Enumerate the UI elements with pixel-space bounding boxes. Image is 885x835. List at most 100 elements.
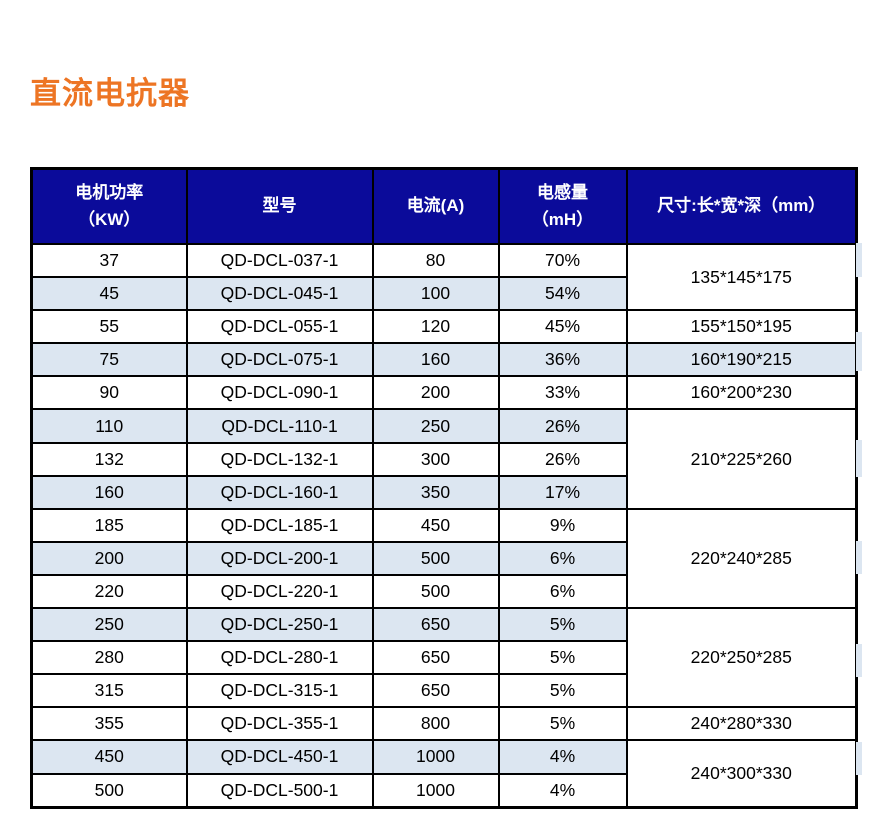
header-power-line1: 电机功率	[75, 183, 144, 203]
cell-power: 45	[30, 276, 188, 312]
cell-dimensions: 155*150*195	[625, 309, 858, 345]
cell-inductance: 5%	[497, 640, 628, 676]
cell-power: 37	[30, 242, 188, 279]
cell-power: 315	[30, 673, 188, 709]
cell-current: 1000	[371, 739, 500, 775]
cell-dimensions: 210*225*260	[625, 408, 858, 510]
table-row: 200 QD-DCL-200-1 500 6%	[30, 540, 857, 576]
stripe-artifact	[856, 644, 862, 677]
cell-inductance: 26%	[497, 441, 628, 477]
header-model: 型号	[185, 167, 374, 245]
cell-current: 350	[371, 474, 500, 510]
cell-dimensions: 220*240*285	[625, 507, 858, 610]
table-row: 500 QD-DCL-500-1 1000 4%	[30, 772, 857, 809]
cell-power: 220	[30, 573, 188, 610]
cell-current: 500	[371, 573, 500, 610]
table-row: 110 QD-DCL-110-1 250 26% 210*225*260	[30, 408, 858, 510]
cell-model: QD-DCL-450-1	[185, 739, 374, 775]
cell-current: 650	[371, 640, 500, 676]
cell-dimensions: 135*145*175	[625, 242, 858, 312]
table-row: 250 QD-DCL-250-1 650 5% 220*250*285	[30, 607, 858, 709]
cell-inductance: 45%	[497, 309, 628, 345]
cell-dimensions: 160*200*230	[625, 375, 858, 411]
table-body: 37 QD-DCL-037-1 80 70% 135*145*175 45 QD-DCL-0…	[30, 242, 858, 809]
cell-dimensions: 220*250*285	[625, 607, 858, 709]
cell-inductance: 36%	[497, 342, 628, 378]
cell-power: 132	[30, 441, 188, 477]
table-row: 185 QD-DCL-185-1 450 9% 220*240*285	[30, 507, 858, 610]
cell-model: QD-DCL-075-1	[185, 342, 374, 378]
table-row: 315 QD-DCL-315-1 650 5%	[30, 673, 857, 709]
cell-model: QD-DCL-045-1	[185, 276, 374, 312]
cell-power: 75	[30, 342, 188, 378]
cell-current: 1000	[371, 772, 500, 809]
cell-power: 90	[30, 375, 188, 411]
cell-model: QD-DCL-200-1	[185, 540, 374, 576]
cell-current: 300	[371, 441, 500, 477]
cell-power: 450	[30, 739, 188, 775]
cell-model: QD-DCL-037-1	[185, 242, 374, 279]
cell-current: 800	[371, 706, 500, 742]
cell-current: 160	[371, 342, 500, 378]
cell-model: QD-DCL-090-1	[185, 375, 374, 411]
header-power: 电机功率 （KW）	[30, 167, 188, 245]
cell-current: 80	[371, 242, 500, 279]
cell-inductance: 6%	[497, 540, 628, 576]
cell-current: 500	[371, 540, 500, 576]
cell-inductance: 54%	[497, 276, 628, 312]
cell-current: 200	[371, 375, 500, 411]
cell-inductance: 9%	[497, 507, 628, 543]
cell-inductance: 70%	[497, 242, 628, 279]
cell-inductance: 6%	[497, 573, 628, 610]
stripe-artifact	[856, 541, 862, 574]
cell-current: 450	[371, 507, 500, 543]
cell-power: 355	[30, 706, 188, 742]
cell-current: 650	[371, 673, 500, 709]
cell-current: 650	[371, 607, 500, 643]
cell-model: QD-DCL-315-1	[185, 673, 374, 709]
table-row: 355 QD-DCL-355-1 800 5% 240*280*330	[30, 706, 858, 742]
stripe-artifact	[856, 243, 862, 277]
table-row: 75 QD-DCL-075-1 160 36% 160*190*215	[30, 342, 858, 378]
cell-current: 250	[371, 408, 500, 444]
header-inductance-line2: （mH）	[531, 209, 594, 229]
dc-reactor-spec-table: 电机功率 （KW） 型号 电流(A) 电感量 （mH） 尺寸:长*宽*深（mm）…	[30, 167, 858, 809]
cell-dimensions: 240*300*330	[625, 739, 858, 809]
cell-inductance: 5%	[497, 706, 628, 742]
table-row: 55 QD-DCL-055-1 120 45% 155*150*195	[30, 309, 858, 345]
cell-power: 55	[30, 309, 188, 345]
cell-power: 160	[30, 474, 188, 510]
table-row: 220 QD-DCL-220-1 500 6%	[30, 573, 857, 610]
cell-power: 200	[30, 540, 188, 576]
cell-current: 100	[371, 276, 500, 312]
table-row: 132 QD-DCL-132-1 300 26%	[30, 441, 857, 477]
cell-model: QD-DCL-500-1	[185, 772, 374, 809]
cell-model: QD-DCL-132-1	[185, 441, 374, 477]
header-row: 电机功率 （KW） 型号 电流(A) 电感量 （mH） 尺寸:长*宽*深（mm）	[30, 167, 858, 245]
cell-power: 250	[30, 607, 188, 643]
cell-power: 500	[30, 772, 188, 809]
cell-dimensions: 240*280*330	[625, 706, 858, 742]
cell-power: 110	[30, 408, 188, 444]
stripe-artifact	[856, 440, 862, 477]
cell-model: QD-DCL-160-1	[185, 474, 374, 510]
cell-dimensions: 160*190*215	[625, 342, 858, 378]
cell-inductance: 5%	[497, 673, 628, 709]
table-header: 电机功率 （KW） 型号 电流(A) 电感量 （mH） 尺寸:长*宽*深（mm）	[30, 167, 858, 245]
cell-inductance: 4%	[497, 772, 628, 809]
stripe-artifact	[856, 742, 862, 775]
header-current: 电流(A)	[371, 167, 500, 245]
cell-model: QD-DCL-110-1	[185, 408, 374, 444]
header-power-line2: （KW）	[78, 209, 141, 229]
table-row: 90 QD-DCL-090-1 200 33% 160*200*230	[30, 375, 858, 411]
cell-model: QD-DCL-355-1	[185, 706, 374, 742]
cell-current: 120	[371, 309, 500, 345]
cell-inductance: 17%	[497, 474, 628, 510]
cell-power: 185	[30, 507, 188, 543]
cell-inductance: 4%	[497, 739, 628, 775]
header-inductance-line1: 电感量	[537, 183, 588, 203]
cell-model: QD-DCL-280-1	[185, 640, 374, 676]
cell-power: 280	[30, 640, 188, 676]
table-row: 450 QD-DCL-450-1 1000 4% 240*300*330	[30, 739, 858, 809]
